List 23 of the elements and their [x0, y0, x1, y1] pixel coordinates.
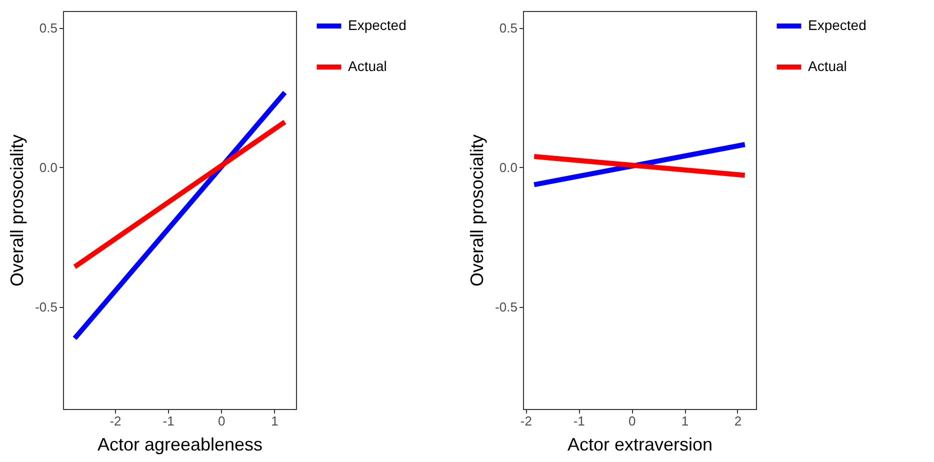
y-tick-label: 0.5	[39, 20, 58, 36]
x-tick-label: -2	[110, 414, 122, 428]
legend-label: Actual	[808, 58, 847, 74]
y-tick-label: 0.0	[499, 160, 518, 175]
x-tick-label: 2	[734, 414, 742, 428]
y-axis-title: Overall prosociality	[467, 134, 488, 287]
y-tick-label: -0.5	[495, 300, 518, 315]
x-tick-label: -1	[573, 414, 585, 428]
x-axis-title: Actor agreeableness	[97, 434, 263, 454]
x-tick-label: -2	[520, 414, 532, 428]
x-tick-label: 0	[628, 414, 636, 428]
x-tick-label: -1	[162, 414, 174, 428]
y-tick-label: -0.5	[35, 300, 58, 315]
legend-label: Expected	[808, 17, 866, 33]
y-tick-label: 0.0	[39, 160, 58, 175]
x-tick-label: 1	[681, 414, 689, 428]
x-tick-label: 1	[271, 414, 278, 428]
y-axis-title: Overall prosociality	[7, 134, 28, 287]
y-tick-label: 0.5	[499, 20, 518, 36]
x-axis-title: Actor extraversion	[567, 434, 713, 454]
x-tick-label: 0	[218, 414, 226, 428]
legend-label: Expected	[348, 17, 406, 33]
legend-label: Actual	[348, 58, 387, 74]
